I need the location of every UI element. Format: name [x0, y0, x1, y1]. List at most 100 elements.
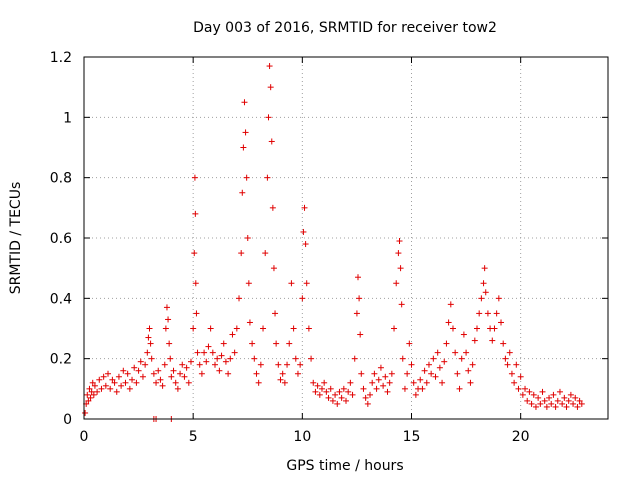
- data-point: [369, 379, 376, 386]
- data-point: [302, 241, 309, 248]
- data-point: [515, 385, 522, 392]
- data-point: [142, 361, 149, 368]
- data-point: [343, 397, 349, 404]
- data-point: [360, 385, 367, 392]
- data-point: [194, 349, 201, 356]
- data-point: [395, 250, 402, 257]
- data-point: [233, 325, 240, 332]
- data-point: [240, 144, 247, 151]
- data-point: [89, 379, 96, 386]
- data-point: [181, 373, 188, 380]
- data-point: [570, 400, 577, 407]
- y-tick-labels: 0 0.2 0.4 0.6 0.8 1 1.2: [50, 50, 72, 428]
- x-tick-label: 0: [80, 429, 89, 445]
- data-point: [404, 370, 411, 377]
- data-point: [308, 355, 315, 362]
- data-point: [155, 367, 162, 374]
- data-point: [398, 301, 405, 308]
- data-point: [543, 403, 550, 410]
- x-axis-label: GPS time / hours: [286, 458, 403, 474]
- data-point: [272, 310, 279, 317]
- data-point: [576, 397, 583, 404]
- data-point: [246, 319, 253, 326]
- data-point: [294, 370, 301, 377]
- data-point: [526, 388, 533, 395]
- data-point: [340, 385, 347, 392]
- data-point: [546, 394, 553, 401]
- data-point: [334, 400, 341, 407]
- data-point: [338, 394, 345, 401]
- data-point: [90, 391, 97, 398]
- data-point: [196, 361, 203, 368]
- data-point: [469, 361, 476, 368]
- data-point: [441, 358, 448, 365]
- data-point: [393, 280, 400, 287]
- data-point: [284, 361, 291, 368]
- data-point: [428, 370, 435, 377]
- data-point: [314, 382, 321, 389]
- data-point: [111, 379, 118, 386]
- x-tick-label: 10: [293, 429, 311, 445]
- data-point: [249, 340, 256, 347]
- x-tick-label: 5: [189, 429, 198, 445]
- data-point: [454, 370, 461, 377]
- data-point: [185, 379, 192, 386]
- data-point: [159, 382, 166, 389]
- data-point: [214, 355, 221, 362]
- data-point: [157, 376, 164, 383]
- data-point: [539, 388, 546, 395]
- data-point: [279, 370, 286, 377]
- data-point: [300, 228, 307, 235]
- data-point: [386, 379, 393, 386]
- data-point: [380, 382, 387, 389]
- data-point: [167, 355, 174, 362]
- data-point: [495, 295, 502, 302]
- data-point: [563, 403, 570, 410]
- data-point: [266, 63, 273, 70]
- data-point: [463, 349, 470, 356]
- y-tick-label: 0.2: [50, 352, 72, 368]
- data-point: [273, 340, 280, 347]
- data-point: [367, 391, 374, 398]
- data-point: [187, 358, 194, 365]
- data-point: [508, 370, 515, 377]
- data-point: [465, 367, 472, 374]
- x-tick-label: 20: [512, 429, 530, 445]
- data-point: [242, 129, 249, 136]
- data-point: [174, 385, 181, 392]
- data-point: [478, 295, 485, 302]
- data-point: [522, 385, 529, 392]
- data-point: [255, 379, 262, 386]
- data-point: [168, 373, 175, 380]
- y-tick-label: 1: [63, 110, 72, 126]
- data-point: [316, 391, 323, 398]
- data-point: [105, 370, 112, 377]
- data-point: [147, 340, 154, 347]
- data-point: [481, 265, 488, 272]
- data-point: [530, 391, 537, 398]
- data-point: [286, 340, 293, 347]
- data-point: [445, 319, 452, 326]
- data-point: [241, 99, 248, 106]
- data-point: [191, 174, 198, 181]
- data-point: [425, 361, 432, 368]
- data-point: [139, 373, 146, 380]
- data-point: [145, 334, 152, 341]
- data-point: [417, 376, 424, 383]
- data-point: [382, 373, 389, 380]
- data-point: [439, 379, 446, 386]
- data-point: [290, 325, 297, 332]
- data-point: [482, 289, 489, 296]
- data-point: [373, 385, 380, 392]
- data-point: [347, 379, 354, 386]
- data-point: [94, 388, 101, 395]
- data-point: [133, 379, 140, 386]
- data-point: [336, 388, 343, 395]
- data-point: [212, 361, 218, 368]
- data-point: [362, 394, 369, 401]
- axis-ticks: [83, 56, 608, 420]
- data-point: [401, 385, 408, 392]
- y-axis-label: SRMTID / TECUs: [8, 182, 24, 295]
- data-point: [179, 361, 186, 368]
- data-point: [207, 325, 214, 332]
